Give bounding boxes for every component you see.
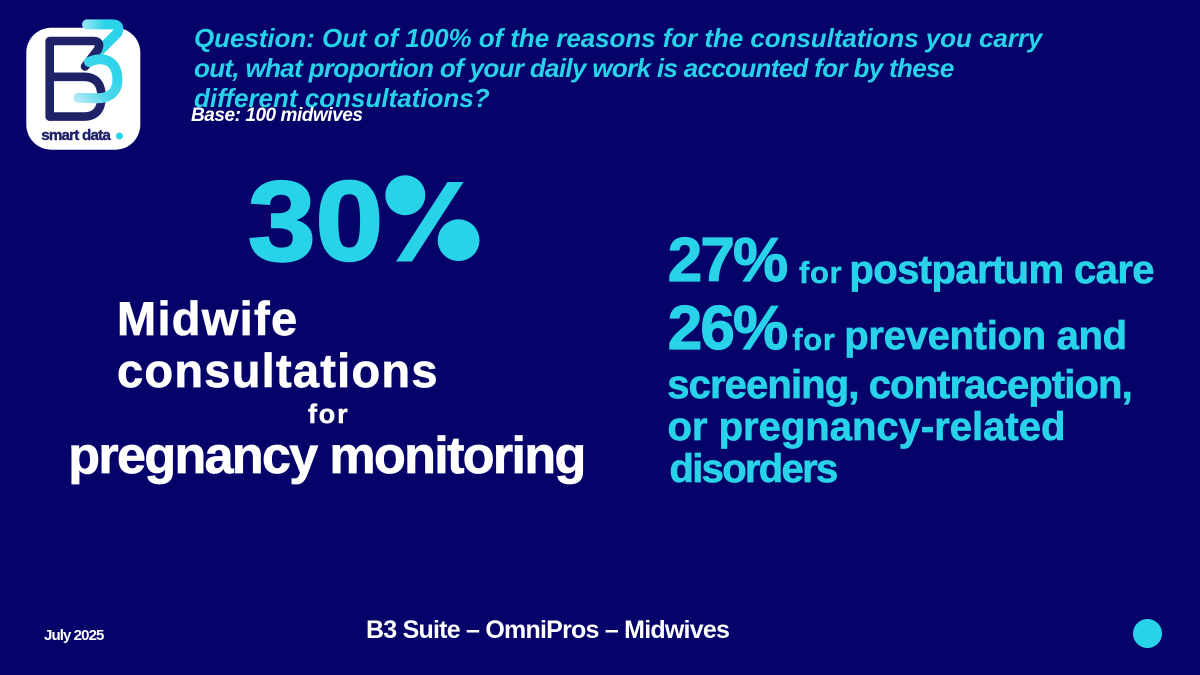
- svg-text:smart data: smart data: [41, 127, 111, 144]
